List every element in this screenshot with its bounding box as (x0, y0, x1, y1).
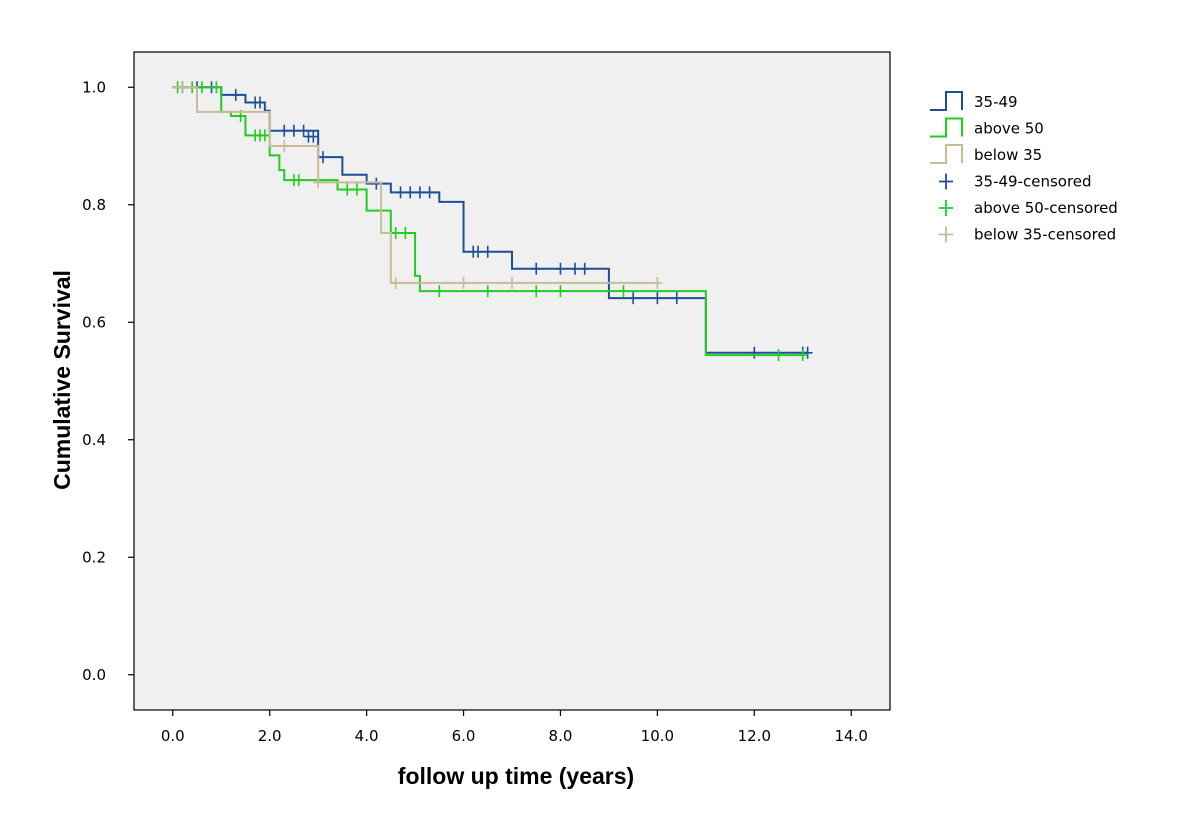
censor-mark (288, 124, 299, 137)
x-tick-label: 8.0 (549, 727, 573, 745)
censor-mark (482, 245, 493, 258)
legend-swatch (930, 117, 963, 138)
plot-area (133, 51, 891, 711)
censor-mark (802, 346, 813, 359)
censor-mark (177, 81, 188, 94)
legend-censor-swatch (939, 226, 953, 243)
legend-label: above 50-censored (974, 199, 1118, 217)
x-axis-title: follow up time (years) (398, 763, 634, 789)
censor-mark (507, 276, 517, 289)
legend-label: 35-49-censored (974, 173, 1092, 191)
censor-mark (255, 96, 265, 109)
censor-mark (434, 285, 445, 298)
censor-mark (313, 176, 324, 189)
censor-mark (293, 174, 304, 187)
censor-mark (414, 186, 425, 199)
censor-mark (390, 276, 401, 289)
censor-mark (652, 292, 663, 305)
y-tick-label: 0.8 (82, 196, 106, 214)
y-tick-label: 0.6 (82, 313, 106, 331)
censor-mark (308, 130, 319, 143)
censor-mark (555, 285, 566, 298)
censor-mark (652, 276, 663, 289)
censor-mark (351, 183, 362, 196)
censor-mark (395, 186, 406, 199)
censor-mark (531, 262, 542, 275)
x-tick-label: 6.0 (452, 727, 476, 745)
series-2 (172, 81, 663, 289)
censor-mark (458, 276, 469, 289)
censor-mark (579, 262, 590, 275)
x-tick-label: 14.0 (835, 727, 868, 745)
censor-mark (628, 292, 639, 305)
y-axis: 0.0 0.2 0.4 0.6 0.8 1.0 (82, 78, 134, 684)
censor-mark (196, 81, 207, 94)
censor-mark (671, 292, 682, 305)
censor-mark (618, 285, 629, 298)
series-layer (172, 81, 813, 362)
censor-mark (400, 226, 411, 239)
legend-swatch (930, 144, 963, 164)
y-tick-label: 0.2 (82, 548, 106, 566)
censor-mark (797, 349, 808, 362)
censor-mark (473, 245, 484, 258)
x-tick-label: 2.0 (258, 727, 282, 745)
series-line (172, 86, 658, 284)
series-line (172, 86, 803, 357)
legend-label: above 50 (974, 120, 1044, 138)
censor-mark (259, 129, 270, 142)
x-tick-label: 12.0 (738, 727, 771, 745)
x-tick-label: 0.0 (161, 727, 185, 745)
legend-label: 35-49 (974, 93, 1018, 111)
censor-mark (279, 124, 290, 137)
legend-label: below 35-censored (974, 226, 1116, 244)
censor-mark (482, 285, 493, 298)
legend: 35-49 above 50 below 35 35-49-censored above… (930, 91, 1118, 244)
legend-swatch (930, 91, 963, 111)
series-0 (172, 81, 813, 359)
censor-mark (555, 262, 566, 275)
legend-censor-swatch (939, 200, 953, 216)
censor-mark (279, 140, 290, 152)
x-tick-label: 10.0 (641, 727, 674, 745)
y-axis-title: Cumulative Survival (49, 270, 75, 490)
x-axis: 0.0 2.0 4.0 6.0 8.0 10.0 12.0 14.0 (161, 710, 868, 745)
x-tick-label: 4.0 (355, 727, 379, 745)
censor-mark (773, 349, 784, 362)
censor-mark (749, 346, 760, 359)
censor-mark (570, 262, 580, 275)
censor-mark (371, 177, 382, 190)
censor-mark (298, 124, 309, 137)
censor-mark (390, 226, 401, 239)
censor-mark (342, 183, 353, 196)
legend-label: below 35 (974, 146, 1042, 164)
y-tick-label: 0.0 (82, 666, 106, 684)
censor-mark (405, 186, 416, 199)
censor-mark (531, 285, 542, 298)
y-tick-label: 1.0 (82, 78, 106, 96)
legend-censor-swatch (939, 173, 953, 190)
censor-mark (424, 186, 435, 199)
censor-mark (318, 151, 328, 164)
censor-mark (230, 88, 241, 101)
y-tick-label: 0.4 (82, 431, 106, 449)
censor-mark (211, 81, 222, 94)
